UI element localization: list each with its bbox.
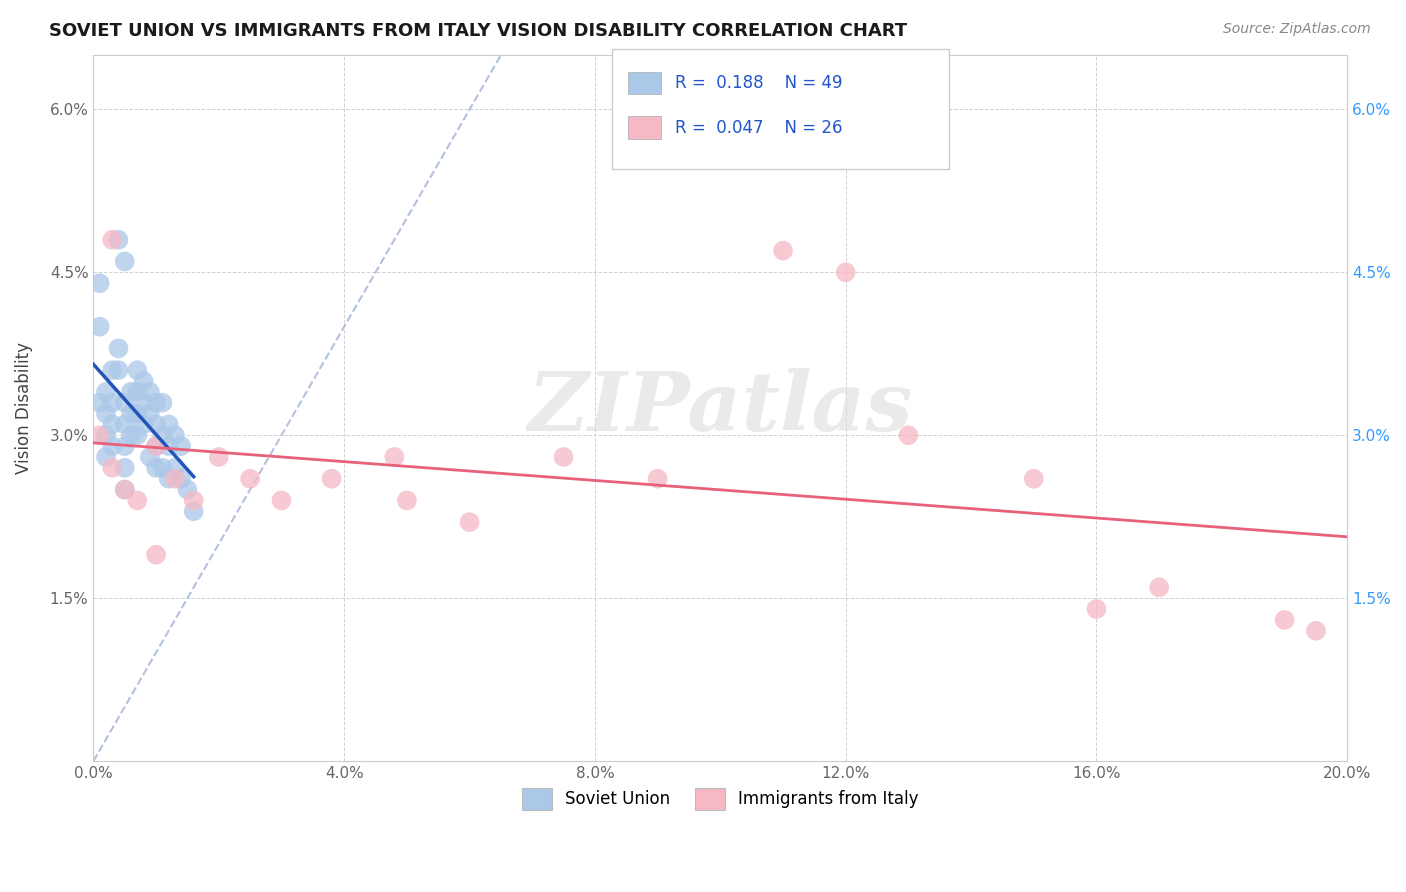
Point xyxy=(1305,624,1327,638)
Point xyxy=(114,417,136,432)
Point xyxy=(163,460,186,475)
Point xyxy=(114,483,136,497)
Point xyxy=(89,277,111,291)
Point xyxy=(139,384,162,399)
Point xyxy=(176,483,198,497)
Point xyxy=(107,363,129,377)
Point xyxy=(127,363,149,377)
Point xyxy=(94,384,117,399)
Point xyxy=(132,374,155,388)
Point xyxy=(835,265,858,279)
Text: R =  0.047    N = 26: R = 0.047 N = 26 xyxy=(675,119,842,136)
Text: ZIPatlas: ZIPatlas xyxy=(527,368,912,448)
Point xyxy=(772,244,794,258)
Point xyxy=(145,439,167,453)
Point xyxy=(120,384,142,399)
Point xyxy=(163,428,186,442)
Text: Source: ZipAtlas.com: Source: ZipAtlas.com xyxy=(1223,22,1371,37)
Point xyxy=(157,439,180,453)
Point xyxy=(127,384,149,399)
Point xyxy=(897,428,920,442)
Point xyxy=(114,460,136,475)
Point xyxy=(94,428,117,442)
Point xyxy=(94,407,117,421)
Point xyxy=(127,493,149,508)
Point xyxy=(89,395,111,409)
Point xyxy=(114,483,136,497)
Point xyxy=(647,472,669,486)
Point xyxy=(1085,602,1108,616)
Point xyxy=(101,363,124,377)
Point xyxy=(101,439,124,453)
Point xyxy=(395,493,418,508)
Point xyxy=(127,428,149,442)
Point xyxy=(89,319,111,334)
Point xyxy=(101,233,124,247)
Text: R =  0.188    N = 49: R = 0.188 N = 49 xyxy=(675,74,842,92)
Point xyxy=(270,493,292,508)
Point xyxy=(382,450,405,464)
Point xyxy=(120,407,142,421)
Point xyxy=(1022,472,1045,486)
Point xyxy=(127,407,149,421)
Point xyxy=(139,407,162,421)
Point xyxy=(183,504,205,518)
Point xyxy=(150,395,173,409)
Point xyxy=(120,428,142,442)
Point xyxy=(132,417,155,432)
Point xyxy=(239,472,262,486)
Point xyxy=(145,460,167,475)
Point xyxy=(101,395,124,409)
Point xyxy=(145,548,167,562)
Legend: Soviet Union, Immigrants from Italy: Soviet Union, Immigrants from Italy xyxy=(515,781,925,816)
Point xyxy=(94,450,117,464)
Point xyxy=(183,493,205,508)
Point xyxy=(114,395,136,409)
Y-axis label: Vision Disability: Vision Disability xyxy=(15,343,32,475)
Point xyxy=(553,450,575,464)
Point xyxy=(163,472,186,486)
Point xyxy=(170,472,193,486)
Point xyxy=(89,428,111,442)
Point xyxy=(132,395,155,409)
Point xyxy=(107,342,129,356)
Point xyxy=(150,428,173,442)
Point xyxy=(145,417,167,432)
Point xyxy=(458,515,481,529)
Point xyxy=(114,439,136,453)
Point xyxy=(208,450,231,464)
Point xyxy=(139,450,162,464)
Point xyxy=(107,233,129,247)
Point xyxy=(150,460,173,475)
Point xyxy=(101,460,124,475)
Point xyxy=(145,439,167,453)
Point xyxy=(157,417,180,432)
Point xyxy=(321,472,343,486)
Point xyxy=(114,254,136,268)
Point xyxy=(145,395,167,409)
Point xyxy=(1274,613,1296,627)
Text: SOVIET UNION VS IMMIGRANTS FROM ITALY VISION DISABILITY CORRELATION CHART: SOVIET UNION VS IMMIGRANTS FROM ITALY VI… xyxy=(49,22,907,40)
Point xyxy=(101,417,124,432)
Point xyxy=(157,472,180,486)
Point xyxy=(1147,580,1170,594)
Point xyxy=(170,439,193,453)
